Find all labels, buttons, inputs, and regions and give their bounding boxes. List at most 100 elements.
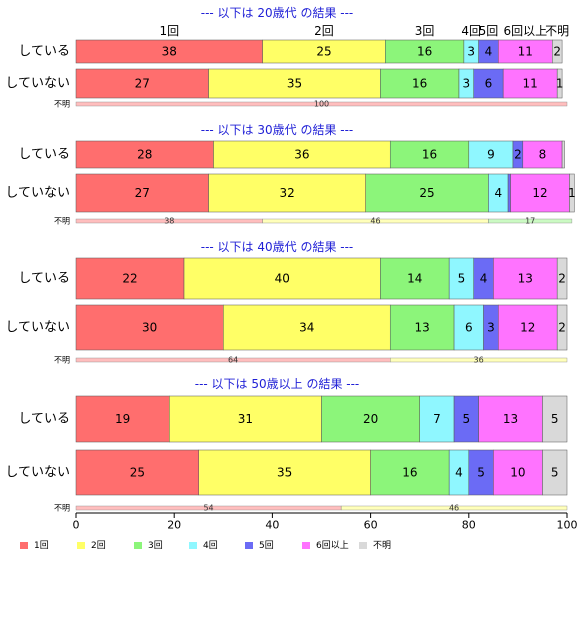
data-label: 5: [551, 412, 559, 426]
bar-segment: [507, 173, 511, 213]
bar-segment: [321, 395, 420, 443]
data-label: 38: [162, 45, 177, 59]
data-label: 35: [287, 77, 302, 91]
data-label: 3: [487, 321, 495, 335]
bar-segment: [198, 449, 371, 496]
x-tick-label: 0: [73, 519, 80, 532]
bar-segment: [569, 173, 575, 213]
data-label: 40: [275, 272, 290, 286]
data-label: 22: [122, 272, 137, 286]
bar-segment: [552, 39, 563, 64]
unknown-data-label: 46: [449, 504, 459, 513]
data-label: 25: [316, 45, 331, 59]
x-tick-label: 20: [167, 519, 181, 532]
data-label: 16: [417, 45, 432, 59]
data-label: 13: [518, 272, 533, 286]
row-label: している: [18, 271, 70, 286]
legend-swatch: [20, 542, 28, 549]
data-label: 30: [142, 321, 157, 335]
data-label: 5: [551, 466, 559, 480]
bar-segment: [561, 140, 565, 169]
x-tick-label: 100: [557, 519, 578, 532]
bar-segment: [183, 257, 381, 300]
data-label: 4: [494, 186, 502, 200]
data-label: 36: [294, 148, 309, 162]
bar-segment: [453, 304, 484, 351]
unknown-row-label: 不明: [54, 217, 70, 226]
legend-swatch: [359, 542, 367, 549]
data-label: 19: [115, 412, 130, 426]
data-label: 16: [412, 77, 427, 91]
bar-segment: [498, 304, 558, 351]
data-label: 13: [415, 321, 430, 335]
row-label: している: [18, 44, 70, 59]
bar-segment: [75, 304, 224, 351]
bar-segment: [453, 395, 479, 443]
bar-segment: [370, 449, 450, 496]
row-label: している: [18, 147, 70, 162]
unknown-bar-segment: [488, 218, 573, 224]
data-label: 12: [520, 321, 535, 335]
data-label: 8: [539, 148, 547, 162]
x-tick-label: 80: [462, 519, 476, 532]
legend-label: 5回: [259, 540, 274, 551]
unknown-data-label: 17: [525, 217, 535, 226]
row-label: している: [18, 412, 70, 427]
legend-label: 2回: [91, 540, 106, 551]
data-label: 27: [135, 186, 150, 200]
bar-segment: [556, 304, 568, 351]
data-label: 5: [458, 272, 466, 286]
data-label: 11: [523, 77, 538, 91]
data-label: 28: [137, 148, 152, 162]
data-label: 2: [558, 321, 566, 335]
bar-segment: [448, 257, 474, 300]
bar-segment: [478, 395, 543, 443]
unknown-data-label: 100: [314, 100, 329, 109]
legend-swatch: [245, 542, 253, 549]
bar-segment: [223, 304, 391, 351]
x-tick-label: 40: [265, 519, 279, 532]
panel-title: --- 以下は 20歳代 の結果 ---: [201, 6, 354, 20]
bar-segment: [556, 257, 568, 300]
bar-segment: [389, 304, 455, 351]
data-label: 25: [419, 186, 434, 200]
unknown-row-label: 不明: [54, 504, 70, 513]
bar-segment: [542, 449, 568, 496]
data-label: 27: [135, 77, 150, 91]
bar-segment: [542, 395, 568, 443]
panel-title: --- 以下は 50歳以上 の結果 ---: [195, 377, 360, 391]
data-label: 5: [463, 412, 471, 426]
row-label: していない: [5, 320, 70, 335]
bar-segment: [468, 140, 514, 169]
data-label: 3: [463, 77, 471, 91]
bar-segment: [208, 68, 381, 99]
unknown-row-label: 不明: [54, 356, 70, 365]
data-label: 16: [402, 466, 417, 480]
legend-swatch: [302, 542, 310, 549]
bar-segment: [75, 140, 214, 169]
data-label: 20: [363, 412, 378, 426]
bar-segment: [389, 140, 470, 169]
data-label: 6: [485, 77, 493, 91]
data-label: 4: [480, 272, 488, 286]
bar-segment: [75, 395, 170, 443]
row-label: していない: [5, 186, 70, 201]
top-category-label: 6回以上: [503, 24, 547, 38]
data-label: 11: [518, 45, 533, 59]
data-label: 32: [279, 186, 294, 200]
bar-segment: [419, 395, 455, 443]
panel-title: --- 以下は 30歳代 の結果 ---: [201, 123, 354, 137]
bar-segment: [365, 173, 489, 213]
legend-label: 4回: [203, 540, 218, 551]
data-label: 2: [514, 148, 522, 162]
top-category-label: 1回: [159, 24, 179, 38]
data-label: 16: [422, 148, 437, 162]
unknown-data-label: 64: [228, 356, 238, 365]
data-label: 2: [558, 272, 566, 286]
unknown-bar-segment: [75, 101, 568, 107]
bar-segment: [213, 140, 391, 169]
bar-segment: [75, 449, 199, 496]
data-label: 7: [433, 412, 441, 426]
unknown-bar-segment: [390, 357, 568, 363]
